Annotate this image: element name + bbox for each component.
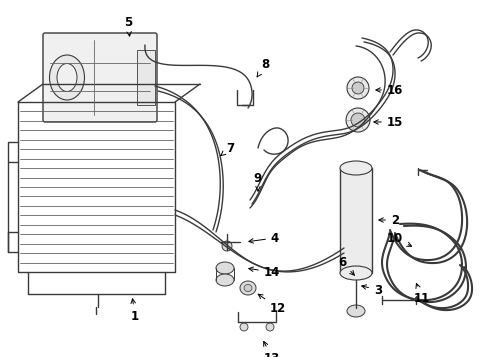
Text: 9: 9 — [253, 171, 261, 191]
Ellipse shape — [346, 305, 364, 317]
Text: 8: 8 — [257, 59, 269, 77]
Text: 11: 11 — [413, 283, 429, 305]
Text: 4: 4 — [248, 231, 279, 245]
Ellipse shape — [339, 266, 371, 280]
Text: 10: 10 — [386, 231, 411, 246]
Ellipse shape — [351, 82, 363, 94]
Text: 12: 12 — [257, 294, 286, 315]
Text: 13: 13 — [263, 341, 280, 357]
Ellipse shape — [339, 161, 371, 175]
Ellipse shape — [222, 241, 231, 251]
Ellipse shape — [243, 285, 252, 292]
FancyBboxPatch shape — [43, 33, 157, 122]
Text: 3: 3 — [361, 283, 381, 297]
Bar — [136, 50, 155, 105]
Ellipse shape — [345, 108, 369, 132]
Ellipse shape — [49, 55, 84, 100]
Ellipse shape — [265, 323, 273, 331]
Text: 1: 1 — [131, 299, 139, 322]
Text: 16: 16 — [375, 84, 402, 96]
Ellipse shape — [57, 64, 77, 91]
Text: 5: 5 — [123, 15, 132, 36]
Ellipse shape — [240, 281, 256, 295]
Ellipse shape — [215, 262, 233, 274]
Text: 15: 15 — [373, 116, 402, 129]
Text: 6: 6 — [337, 256, 354, 275]
Ellipse shape — [350, 113, 364, 127]
Bar — [339, 168, 371, 273]
Text: 14: 14 — [248, 266, 280, 278]
Text: 2: 2 — [378, 213, 398, 226]
Ellipse shape — [240, 323, 247, 331]
Text: 7: 7 — [220, 141, 234, 156]
Ellipse shape — [346, 77, 368, 99]
Ellipse shape — [215, 274, 233, 286]
